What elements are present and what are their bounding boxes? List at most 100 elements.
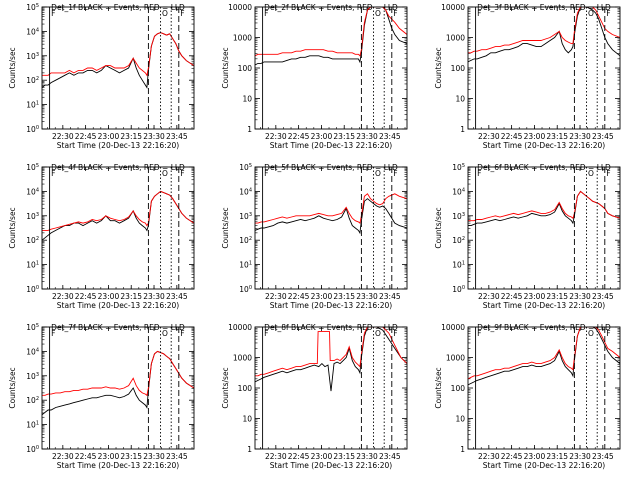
x-tick-label: 23:00 [524,132,546,141]
series-line-lld [42,190,194,231]
y-tick-label: 104 [452,187,465,196]
event-marker-label: F [51,169,55,178]
event-marker-label: O [375,9,381,18]
x-tick-label: 23:00 [98,132,120,141]
y-tick-label: 104 [26,347,39,356]
x-tick-label: 23:15 [546,452,568,461]
x-axis-label: Start Time (20-Dec-13 22:16:20) [483,301,605,310]
y-axis-label: Counts/sec [434,367,443,408]
x-tick-label: 23:45 [592,292,614,301]
y-tick-label: 10 [455,95,465,104]
event-marker-label: F [264,169,268,178]
y-tick-label: 101 [26,101,39,110]
y-tick-label: 100 [239,285,252,294]
x-axis-label: Start Time (20-Dec-13 22:16:20) [483,141,605,150]
x-tick-label: 22:45 [75,292,97,301]
x-tick-label: 23:45 [379,132,401,141]
plot-frame [41,166,195,290]
event-marker-label: O [375,329,381,338]
plot-frame [467,166,621,290]
subplot: Det_8f BLACK = Events, RED = LLD 1 10 100 10… [221,323,408,470]
subplot: Det_3f BLACK = Events, RED = LLD 1 10 100 10… [434,3,621,150]
x-axis-label: Start Time (20-Dec-13 22:16:20) [57,301,179,310]
event-marker-label: F [180,329,184,338]
y-tick-label: 102 [26,396,39,405]
event-marker-label: O [588,329,594,338]
x-axis-label: Start Time (20-Dec-13 22:16:20) [270,461,392,470]
x-tick-label: 22:30 [52,132,74,141]
y-tick-label: 10000 [228,3,252,12]
event-marker-label: F [264,9,268,18]
x-tick-label: 23:30 [569,292,591,301]
x-axis-label: Start Time (20-Dec-13 22:16:20) [483,461,605,470]
x-tick-label: 23:45 [166,452,188,461]
series-line-lld [468,190,620,222]
subplot-title: Det_5f BLACK = Events, RED = LLD [264,163,398,172]
subplot: Det_5f BLACK = Events, RED = LLD 100 101 10… [221,163,408,310]
subplot-title: Det_3f BLACK = Events, RED = LLD [477,3,611,12]
y-tick-label: 1000 [446,354,465,363]
subplot-title: Det_2f BLACK = Events, RED = LLD [264,3,398,12]
subplot: Det_2f BLACK = Events, RED = LLD 1 10 100 10… [221,3,408,150]
y-tick-label: 1 [460,125,465,134]
y-tick-label: 1000 [446,34,465,43]
y-tick-label: 104 [239,187,252,196]
y-tick-label: 10000 [228,323,252,332]
event-marker-label: F [477,329,481,338]
event-marker-label: F [606,9,610,18]
y-tick-label: 10 [242,95,252,104]
series-line-lld [255,193,407,224]
x-tick-label: 23:15 [120,452,142,461]
x-tick-label: 23:45 [592,132,614,141]
y-tick-label: 105 [26,323,39,332]
x-tick-label: 22:45 [288,292,310,301]
y-tick-label: 1 [460,445,465,454]
event-marker-label: O [162,9,168,18]
y-tick-label: 105 [26,163,39,172]
y-tick-label: 101 [452,261,465,270]
plot-frame [41,326,195,450]
y-tick-label: 100 [451,384,466,393]
series-line-events [468,7,620,63]
y-tick-label: 103 [26,52,39,61]
series-line-events [255,7,407,66]
y-tick-label: 10000 [441,3,465,12]
x-tick-label: 23:30 [356,292,378,301]
x-tick-label: 23:45 [166,132,188,141]
subplot: Det_7f BLACK = Events, RED = LLD 100 101 10… [8,323,195,470]
y-tick-label: 100 [26,125,39,134]
y-tick-label: 103 [452,212,465,221]
subplot-title: Det_4f BLACK = Events, RED = LLD [51,163,185,172]
event-marker-label: O [162,329,168,338]
subplot: Det_9f BLACK = Events, RED = LLD 1 10 100 10… [434,323,621,470]
x-tick-label: 22:30 [478,132,500,141]
x-tick-label: 23:30 [569,132,591,141]
subplot: Det_6f BLACK = Events, RED = LLD 100 101 10… [434,163,621,310]
x-tick-label: 23:00 [98,292,120,301]
x-tick-label: 22:45 [75,132,97,141]
x-tick-label: 22:30 [265,132,287,141]
x-tick-label: 22:45 [288,452,310,461]
y-tick-label: 100 [238,64,253,73]
x-tick-label: 23:15 [120,292,142,301]
x-tick-label: 23:15 [120,132,142,141]
event-marker-label: O [588,9,594,18]
series-line-lld [468,327,620,380]
y-tick-label: 102 [26,236,39,245]
x-tick-label: 23:00 [524,452,546,461]
y-axis-label: Counts/sec [434,47,443,88]
event-marker-label: F [393,329,397,338]
plot-frame [41,6,195,130]
event-marker-label: F [477,9,481,18]
y-tick-label: 100 [26,445,39,454]
x-tick-label: 22:45 [501,132,523,141]
y-tick-label: 1000 [233,354,252,363]
event-marker-label: F [51,9,55,18]
x-tick-label: 22:30 [265,452,287,461]
x-tick-label: 23:00 [98,452,120,461]
x-tick-label: 23:45 [379,292,401,301]
y-tick-label: 1 [247,445,252,454]
y-tick-label: 101 [26,421,39,430]
subplot-title: Det_8f BLACK = Events, RED = LLD [264,323,398,332]
